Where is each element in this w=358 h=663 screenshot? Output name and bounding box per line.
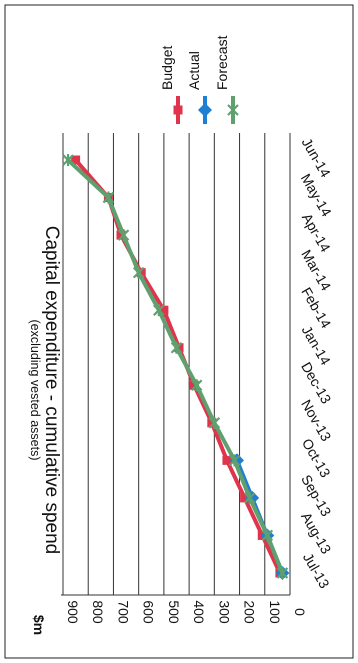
x-tick-label: Dec-13: [298, 359, 335, 406]
y-axis-title-group: $m: [31, 615, 47, 635]
svg-text:500: 500: [166, 600, 182, 624]
y-tick-label: 100: [267, 600, 283, 624]
x-tick-label: Nov-13: [298, 397, 335, 444]
svg-text:100: 100: [267, 600, 283, 624]
data-point: [240, 493, 250, 503]
svg-text:300: 300: [216, 600, 232, 624]
series-layer: [62, 154, 290, 580]
series-line: [73, 158, 282, 575]
svg-text:700: 700: [115, 600, 131, 624]
legend-item-budget: Budget: [159, 46, 183, 124]
svg-text:200: 200: [242, 600, 258, 624]
series-budget: [71, 155, 285, 578]
legend: Budget Actual Forecast: [159, 35, 239, 124]
svg-text:May-14: May-14: [298, 171, 335, 220]
svg-text:400: 400: [191, 600, 207, 624]
x-tick-label: Apr-14: [299, 210, 334, 255]
legend-label: Actual: [186, 51, 202, 90]
svg-text:Apr-14: Apr-14: [299, 210, 334, 255]
chart-title-group: Capital expenditure - cumulative spend (…: [28, 226, 62, 554]
svg-text:Aug-13: Aug-13: [298, 509, 335, 556]
data-point: [117, 229, 130, 242]
data-point: [159, 305, 169, 315]
data-point: [132, 266, 145, 279]
legend-label: Forecast: [214, 35, 230, 90]
svg-text:0: 0: [292, 608, 308, 616]
svg-text:Sep-13: Sep-13: [298, 472, 335, 519]
data-point: [173, 105, 183, 115]
y-tick-label: 500: [166, 600, 182, 624]
data-point: [208, 416, 221, 429]
data-point: [207, 418, 217, 428]
data-point: [189, 380, 199, 390]
y-tick-label: 400: [191, 600, 207, 624]
legend-label: Budget: [159, 46, 175, 90]
y-tick-label: 200: [242, 600, 258, 624]
data-point: [153, 304, 165, 317]
y-axis-ticks: 0 100 200 300 400 500 600 700 800 900: [65, 600, 308, 624]
svg-text:Actual: Actual: [186, 51, 202, 90]
data-point: [198, 103, 212, 117]
x-tick-label: Feb-14: [298, 284, 334, 331]
x-tick-label: Aug-13: [298, 509, 335, 556]
svg-text:Jun-14: Jun-14: [299, 135, 334, 180]
svg-text:800: 800: [90, 600, 106, 624]
data-point: [243, 491, 256, 504]
legend-item-forecast: Forecast: [214, 35, 239, 124]
data-point: [71, 155, 81, 165]
svg-text:Budget: Budget: [159, 46, 175, 90]
series-forecast: [62, 154, 289, 579]
y-axis-title: $m: [31, 615, 47, 635]
y-tick-label: 300: [216, 600, 232, 624]
svg-text:Forecast: Forecast: [214, 35, 230, 90]
y-tick-label: 600: [141, 600, 157, 624]
data-point: [276, 567, 289, 579]
svg-text:Jul-13: Jul-13: [300, 550, 333, 591]
x-tick-label: May-14: [298, 171, 335, 220]
data-point: [136, 268, 146, 278]
svg-text:Nov-13: Nov-13: [298, 397, 335, 444]
data-point: [116, 230, 126, 240]
x-tick-label: Mar-14: [298, 247, 334, 294]
y-tick-label: 0: [292, 608, 308, 616]
x-axis-ticks: Jul-13Aug-13Sep-13Oct-13Nov-13Dec-13Jan-…: [298, 135, 335, 591]
x-tick-label: Jan-14: [299, 323, 334, 368]
x-tick-label: Oct-13: [299, 436, 334, 481]
svg-text:Feb-14: Feb-14: [298, 284, 334, 331]
data-point: [227, 104, 239, 116]
data-point: [190, 379, 203, 392]
svg-text:Mar-14: Mar-14: [298, 247, 334, 294]
svg-text:Jan-14: Jan-14: [299, 323, 334, 368]
chart-subtitle: (excluding vested assets): [28, 319, 42, 460]
data-point: [222, 455, 232, 465]
data-point: [174, 343, 184, 353]
x-tick-label: Sep-13: [298, 472, 335, 519]
data-point: [261, 529, 274, 542]
y-tick-label: 700: [115, 600, 131, 624]
series-line: [66, 158, 285, 575]
chart-frame: [4, 4, 354, 659]
svg-text:Dec-13: Dec-13: [298, 359, 335, 406]
legend-item-actual: Actual: [186, 51, 212, 124]
data-point: [62, 154, 74, 166]
y-tick-label: 800: [90, 600, 106, 624]
x-tick-label: Jul-13: [300, 550, 333, 591]
y-tick-label: 900: [65, 600, 81, 624]
data-point: [102, 191, 115, 204]
grid: [61, 133, 291, 596]
data-point: [228, 454, 241, 467]
svg-text:Oct-13: Oct-13: [299, 436, 334, 481]
svg-text:600: 600: [141, 600, 157, 624]
data-point: [170, 341, 183, 354]
x-tick-label: Jun-14: [299, 135, 334, 180]
chart-title: Capital expenditure - cumulative spend: [41, 226, 62, 554]
svg-text:900: 900: [65, 600, 81, 624]
